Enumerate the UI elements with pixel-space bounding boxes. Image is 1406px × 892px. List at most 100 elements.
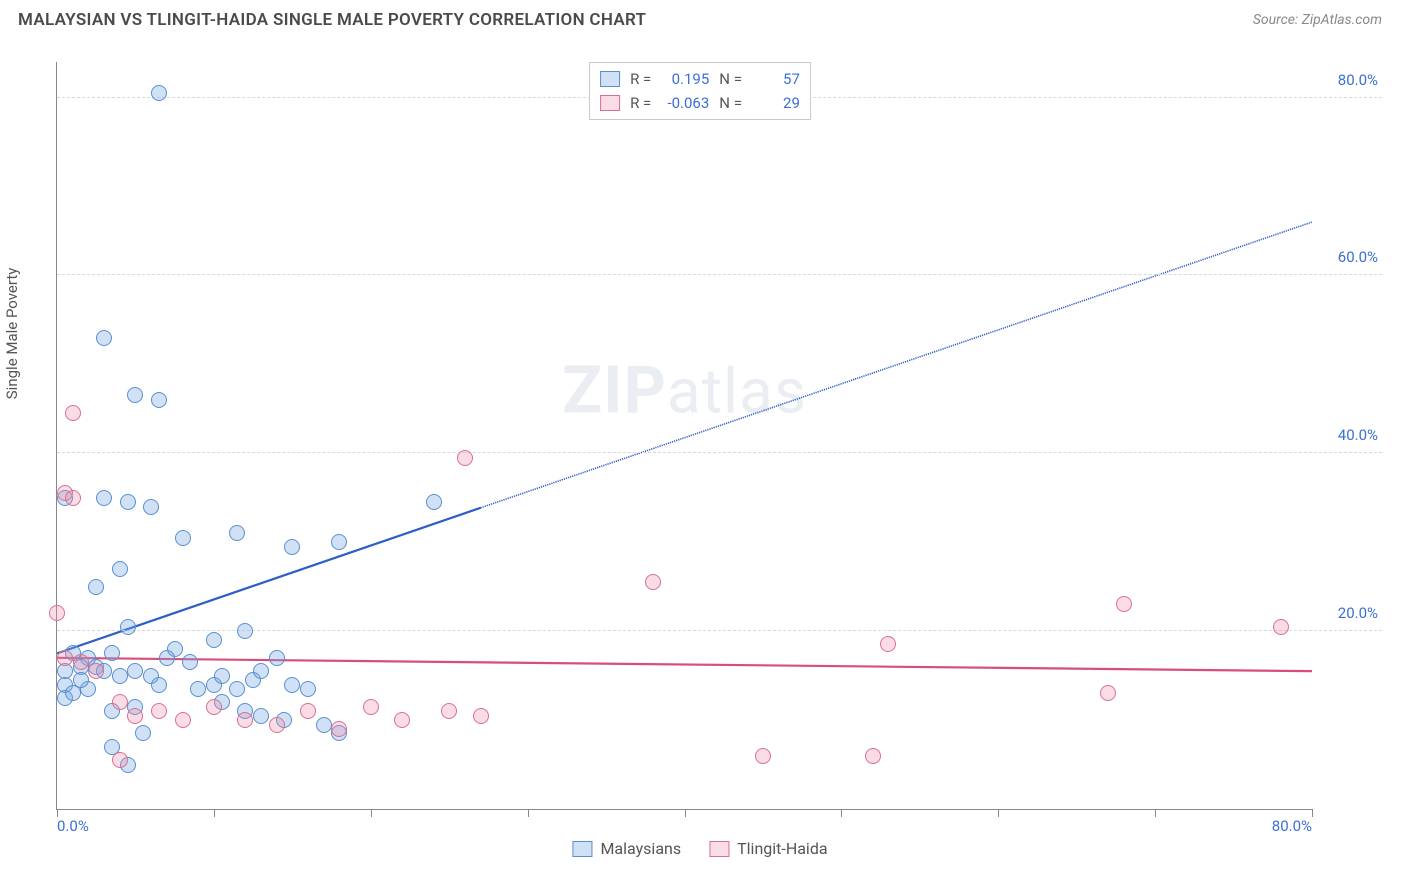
r-value-2: -0.063 bbox=[661, 91, 709, 115]
legend-item-2: Tlingit-Haida bbox=[709, 839, 827, 858]
point-series-2 bbox=[269, 717, 285, 733]
point-series-1 bbox=[104, 645, 120, 661]
point-series-2 bbox=[1100, 685, 1116, 701]
point-series-2 bbox=[880, 636, 896, 652]
point-series-1 bbox=[112, 561, 128, 577]
legend-label-1: Malaysians bbox=[600, 839, 681, 858]
point-series-2 bbox=[473, 708, 489, 724]
point-series-1 bbox=[151, 677, 167, 693]
swatch-series-2 bbox=[600, 95, 620, 111]
plot-region: ZIPatlas 20.0%40.0%60.0%80.0%0.0%80.0% bbox=[56, 62, 1312, 810]
x-tick bbox=[685, 809, 686, 817]
point-series-2 bbox=[441, 703, 457, 719]
point-series-2 bbox=[65, 405, 81, 421]
point-series-2 bbox=[300, 703, 316, 719]
x-tick-label: 80.0% bbox=[1272, 817, 1312, 835]
point-series-1 bbox=[182, 654, 198, 670]
point-series-2 bbox=[57, 650, 73, 666]
y-tick-label: 80.0% bbox=[1338, 71, 1378, 89]
point-series-1 bbox=[316, 717, 332, 733]
point-series-2 bbox=[1273, 619, 1289, 635]
point-series-1 bbox=[143, 499, 159, 515]
n-label-1: N = bbox=[719, 67, 742, 91]
point-series-1 bbox=[96, 330, 112, 346]
point-series-1 bbox=[73, 672, 89, 688]
point-series-1 bbox=[426, 494, 442, 510]
point-series-2 bbox=[237, 712, 253, 728]
gridline bbox=[57, 274, 1382, 275]
point-series-1 bbox=[229, 525, 245, 541]
point-series-1 bbox=[96, 490, 112, 506]
point-series-1 bbox=[237, 623, 253, 639]
chart-area: Single Male Poverty ZIPatlas 20.0%40.0%6… bbox=[18, 40, 1382, 872]
y-tick-label: 40.0% bbox=[1338, 426, 1378, 444]
x-tick bbox=[841, 809, 842, 817]
point-series-1 bbox=[190, 681, 206, 697]
gridline bbox=[57, 630, 1382, 631]
x-tick bbox=[1312, 809, 1313, 817]
point-series-2 bbox=[645, 574, 661, 590]
legend-label-2: Tlingit-Haida bbox=[737, 839, 827, 858]
swatch-bottom-1 bbox=[572, 841, 592, 857]
point-series-2 bbox=[112, 752, 128, 768]
chart-title: MALAYSIAN VS TLINGIT-HAIDA SINGLE MALE P… bbox=[18, 10, 646, 30]
point-series-2 bbox=[127, 708, 143, 724]
x-tick-label: 0.0% bbox=[57, 817, 89, 835]
r-label-2: R = bbox=[630, 91, 651, 115]
stats-row-2: R = -0.063 N = 29 bbox=[600, 91, 800, 115]
source-prefix: Source: bbox=[1253, 12, 1302, 28]
point-series-2 bbox=[394, 712, 410, 728]
n-value-2: 29 bbox=[752, 91, 800, 115]
source-attribution: Source: ZipAtlas.com bbox=[1253, 12, 1382, 28]
point-series-1 bbox=[253, 663, 269, 679]
point-series-1 bbox=[284, 677, 300, 693]
trend-lines bbox=[57, 62, 1312, 809]
watermark-rest: atlas bbox=[667, 355, 807, 428]
point-series-1 bbox=[214, 668, 230, 684]
point-series-2 bbox=[88, 663, 104, 679]
point-series-2 bbox=[363, 699, 379, 715]
n-label-2: N = bbox=[719, 91, 742, 115]
header: MALAYSIAN VS TLINGIT-HAIDA SINGLE MALE P… bbox=[0, 0, 1406, 38]
point-series-1 bbox=[127, 387, 143, 403]
point-series-1 bbox=[300, 681, 316, 697]
point-series-2 bbox=[112, 694, 128, 710]
r-value-1: 0.195 bbox=[661, 67, 709, 91]
point-series-1 bbox=[331, 534, 347, 550]
x-tick bbox=[528, 809, 529, 817]
point-series-2 bbox=[331, 721, 347, 737]
point-series-1 bbox=[120, 494, 136, 510]
point-series-1 bbox=[151, 85, 167, 101]
gridline bbox=[57, 452, 1382, 453]
point-series-1 bbox=[175, 530, 191, 546]
point-series-2 bbox=[49, 605, 65, 621]
stats-row-1: R = 0.195 N = 57 bbox=[600, 67, 800, 91]
point-series-1 bbox=[112, 668, 128, 684]
bottom-legend: Malaysians Tlingit-Haida bbox=[572, 839, 827, 858]
x-tick bbox=[371, 809, 372, 817]
y-axis-label: Single Male Poverty bbox=[3, 268, 21, 400]
point-series-2 bbox=[175, 712, 191, 728]
x-tick bbox=[57, 809, 58, 817]
x-tick bbox=[1155, 809, 1156, 817]
x-tick bbox=[214, 809, 215, 817]
swatch-series-1 bbox=[600, 71, 620, 87]
point-series-2 bbox=[206, 699, 222, 715]
point-series-2 bbox=[65, 490, 81, 506]
point-series-2 bbox=[1116, 596, 1132, 612]
point-series-1 bbox=[127, 663, 143, 679]
legend-item-1: Malaysians bbox=[572, 839, 681, 858]
n-value-1: 57 bbox=[752, 67, 800, 91]
y-tick-label: 60.0% bbox=[1338, 248, 1378, 266]
source-name: ZipAtlas.com bbox=[1302, 12, 1382, 28]
point-series-1 bbox=[151, 392, 167, 408]
point-series-2 bbox=[151, 703, 167, 719]
point-series-2 bbox=[457, 450, 473, 466]
watermark: ZIPatlas bbox=[562, 352, 807, 429]
point-series-1 bbox=[284, 539, 300, 555]
point-series-1 bbox=[88, 579, 104, 595]
point-series-2 bbox=[755, 748, 771, 764]
point-series-1 bbox=[253, 708, 269, 724]
watermark-bold: ZIP bbox=[562, 352, 667, 429]
point-series-1 bbox=[159, 650, 175, 666]
